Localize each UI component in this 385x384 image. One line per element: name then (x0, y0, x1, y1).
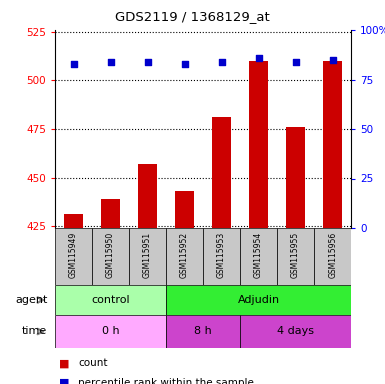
Bar (249, 61, 268, 228)
Bar (240, 315, 351, 348)
Bar (64, 214, 83, 228)
Bar (166, 315, 240, 348)
Text: ■: ■ (59, 377, 69, 384)
Text: GSM115949: GSM115949 (69, 232, 78, 278)
Bar (314, 228, 351, 285)
Point (181, 61, 187, 67)
Text: Adjudin: Adjudin (238, 295, 280, 305)
Point (144, 59, 151, 65)
Bar (213, 118, 231, 228)
Bar (323, 61, 342, 228)
Text: GSM115953: GSM115953 (217, 232, 226, 278)
Bar (166, 285, 351, 315)
Bar (55, 285, 166, 315)
Text: time: time (22, 326, 47, 336)
Text: GDS2119 / 1368129_at: GDS2119 / 1368129_at (115, 10, 270, 23)
Text: 4 days: 4 days (277, 326, 314, 336)
Point (293, 59, 299, 65)
Text: GSM115950: GSM115950 (106, 232, 115, 278)
Text: 8 h: 8 h (194, 326, 212, 336)
Bar (101, 199, 120, 228)
Bar (286, 127, 305, 228)
Text: count: count (78, 358, 107, 368)
Bar (138, 164, 157, 228)
Text: GSM115956: GSM115956 (328, 232, 337, 278)
Bar (129, 228, 166, 285)
Point (219, 59, 225, 65)
Text: GSM115954: GSM115954 (254, 232, 263, 278)
Bar (55, 315, 166, 348)
Text: 0 h: 0 h (102, 326, 119, 336)
Bar (55, 228, 92, 285)
Bar (175, 191, 194, 228)
Text: GSM115955: GSM115955 (291, 232, 300, 278)
Point (330, 56, 336, 63)
Text: control: control (91, 295, 130, 305)
Point (256, 55, 262, 61)
Point (70, 61, 77, 67)
Text: ■: ■ (59, 358, 69, 368)
Text: GSM115951: GSM115951 (143, 232, 152, 278)
Text: GSM115952: GSM115952 (180, 232, 189, 278)
Text: percentile rank within the sample: percentile rank within the sample (78, 377, 254, 384)
Point (107, 59, 114, 65)
Text: agent: agent (15, 295, 47, 305)
Bar (240, 228, 277, 285)
Bar (203, 228, 240, 285)
Bar (277, 228, 314, 285)
Bar (166, 228, 203, 285)
Bar (92, 228, 129, 285)
